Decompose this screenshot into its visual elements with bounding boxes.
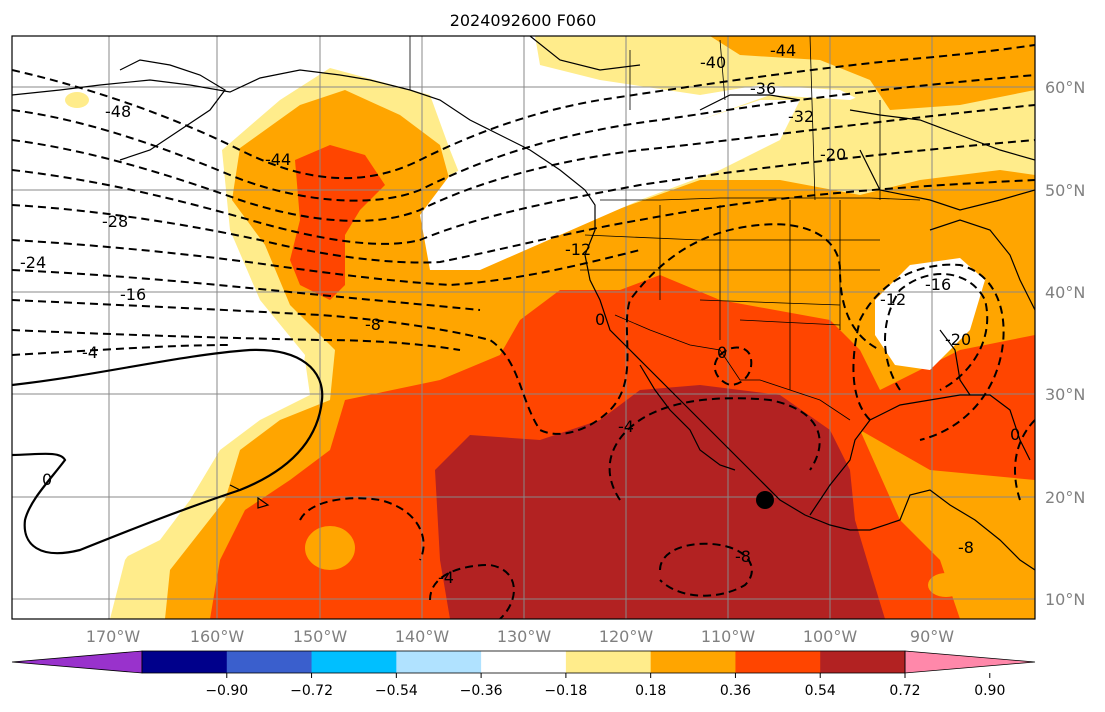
lon-label: 120°W [599, 627, 654, 646]
colorbar-segment [226, 651, 313, 673]
colorbar-tick-label: −0.54 [375, 683, 418, 699]
colorbar-tick-label: 0.36 [720, 683, 751, 699]
shading-white-east [875, 258, 985, 370]
contour-label-group: -48 -44 -40 -44 -36 -32 -28 -24 -20 -16 … [20, 41, 1020, 587]
lon-label: 110°W [701, 627, 756, 646]
colorbar-segment [735, 651, 821, 673]
contour-label: -44 [770, 41, 796, 60]
contour-label: 0 [595, 310, 605, 329]
contour-label: 0 [717, 343, 727, 362]
map-frame [11, 35, 1036, 620]
lat-label: 50°N [1045, 181, 1085, 200]
colorbar-tick-label: −0.18 [544, 683, 587, 699]
colorbar-tick-label: 0.18 [635, 683, 666, 699]
lat-label: 60°N [1045, 78, 1085, 97]
lon-label: 150°W [293, 627, 348, 646]
lon-label: 140°W [395, 627, 450, 646]
colorbar-segment [311, 651, 397, 673]
contour-label: 0 [1010, 425, 1020, 444]
contour-label: -8 [365, 315, 381, 334]
contour-label: -36 [750, 79, 776, 98]
shading-white-pnw [420, 100, 800, 270]
lon-label: 170°W [86, 627, 141, 646]
lat-label: 10°N [1045, 590, 1085, 609]
contour-label: -40 [700, 53, 726, 72]
colorbar-frame [141, 650, 906, 674]
colorbar-segment [904, 650, 1036, 674]
contour-label: -44 [265, 150, 291, 169]
contour-label: -20 [945, 330, 971, 349]
colorbar-tick-label: −0.72 [290, 683, 333, 699]
lat-label: 40°N [1045, 283, 1085, 302]
contour-label: -8 [735, 547, 751, 566]
colorbar-tick-label: −0.36 [460, 683, 503, 699]
lat-label: 30°N [1045, 385, 1085, 404]
colorbar: −0.90 −0.72 −0.54 −0.36 −0.18 0.18 0.36 0.54 0.7… [11, 650, 1036, 699]
colorbar-segment [481, 651, 567, 673]
contour-label: -12 [565, 240, 591, 259]
contour-label: -28 [102, 212, 128, 231]
map-plot-area: -48 -44 -40 -44 -36 -32 -28 -24 -20 -16 … [12, 36, 1035, 619]
political-borders [409, 36, 921, 421]
colorbar-segment [650, 651, 736, 673]
contour-label: -32 [788, 107, 814, 126]
colorbar-segment [396, 651, 482, 673]
shading-white-pacific [12, 345, 310, 560]
longitude-labels: 170°W 160°W 150°W 140°W 130°W 120°W 110°… [86, 627, 954, 646]
colorbar-segment [142, 651, 228, 673]
colorbar-tick-label: −0.90 [205, 683, 248, 699]
storm-marker-icon [756, 491, 774, 509]
contour-zero-line [12, 348, 324, 555]
contour-label: -16 [120, 285, 146, 304]
lat-label: 20°N [1045, 488, 1085, 507]
contour-lines [12, 44, 1035, 619]
contour-label: -8 [958, 538, 974, 557]
latitude-labels: 60°N 50°N 40°N 30°N 20°N 10°N [1045, 78, 1085, 609]
contour-label: 0 [42, 470, 52, 489]
lon-label: 160°W [190, 627, 245, 646]
graticule [12, 36, 1035, 619]
colorbar-segment [11, 650, 143, 674]
lon-label: 90°W [910, 627, 954, 646]
contour-label: -4 [82, 343, 98, 362]
lon-label: 100°W [803, 627, 858, 646]
contour-label: -16 [925, 275, 951, 294]
contour-label: -20 [820, 145, 846, 164]
contour-label: -12 [880, 290, 906, 309]
colorbar-segment [565, 651, 652, 673]
map-title: 2024092600 F060 [450, 11, 597, 30]
colorbar-segment [820, 651, 906, 673]
contour-label: -48 [105, 102, 131, 121]
colorbar-tick-label: 0.72 [889, 683, 920, 699]
colorbar-tick-label: 0.90 [974, 683, 1005, 699]
contour-label: -24 [20, 253, 46, 272]
lon-label: 130°W [497, 627, 552, 646]
coastlines [12, 36, 1035, 571]
colorbar-tick-label: 0.54 [805, 683, 836, 699]
contour-label: -4 [438, 568, 454, 587]
contour-label: -4 [618, 417, 634, 436]
shading-dark-red [435, 385, 885, 619]
